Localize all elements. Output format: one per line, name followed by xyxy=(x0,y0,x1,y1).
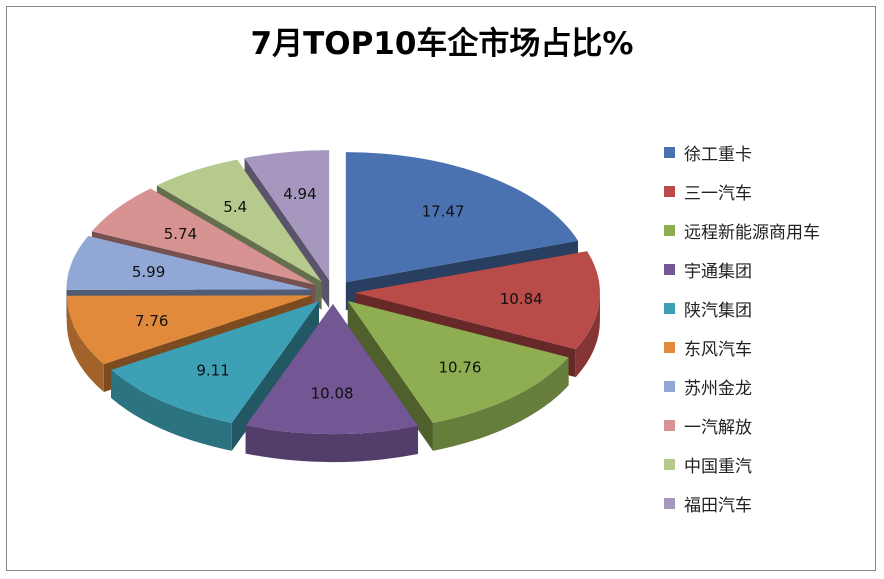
legend-swatch xyxy=(664,186,675,197)
slice-top-0 xyxy=(345,152,579,283)
pie-slice-3 xyxy=(245,304,419,463)
legend-swatch xyxy=(664,264,675,275)
chart-legend: 徐工重卡三一汽车远程新能源商用车 宇通集团陕汽集团东风汽车苏州金龙一汽解放中国重汽… xyxy=(664,133,874,523)
slice-outer-wall-5-0 xyxy=(66,295,104,393)
legend-item-0: 徐工重卡 xyxy=(664,133,874,172)
legend-label: 福田汽车 xyxy=(684,496,752,516)
legend-item-3: 宇通集团 xyxy=(664,250,874,289)
legend-label: 徐工重卡 xyxy=(684,145,752,165)
pie-slice-2 xyxy=(347,300,569,451)
data-label-4: 9.11 xyxy=(196,362,229,380)
legend-label: 三一汽车 xyxy=(684,184,752,204)
legend-item-5: 东风汽车 xyxy=(664,328,874,367)
legend-swatch xyxy=(664,147,675,158)
data-label-8: 5.4 xyxy=(223,198,247,216)
legend-item-7: 一汽解放 xyxy=(664,406,874,445)
slice-top-3 xyxy=(245,304,419,435)
data-label-7: 5.74 xyxy=(164,225,197,243)
legend-item-8: 中国重汽 xyxy=(664,445,874,484)
legend-swatch xyxy=(664,342,675,353)
slice-top-5 xyxy=(66,295,312,365)
slice-top-7 xyxy=(91,188,316,285)
pie-slice-4 xyxy=(111,301,320,451)
slice-outer-wall-3-0 xyxy=(245,425,419,463)
slice-top-8 xyxy=(156,159,322,282)
data-label-6: 5.99 xyxy=(132,263,165,281)
legend-item-6: 苏州金龙 xyxy=(664,367,874,406)
legend-label: 一汽解放 xyxy=(684,418,752,438)
slice-side-wall-2-1 xyxy=(347,300,433,451)
slice-side-wall-4-0 xyxy=(231,301,320,451)
legend-swatch xyxy=(664,381,675,392)
legend-label: 陕汽集团 xyxy=(684,301,752,321)
legend-item-9: 福田汽车 xyxy=(664,484,874,523)
legend-label: 苏州金龙 xyxy=(684,379,752,399)
legend-swatch xyxy=(664,303,675,314)
slice-outer-wall-1-0 xyxy=(575,292,600,378)
slice-top-6 xyxy=(66,236,312,290)
data-label-0: 17.47 xyxy=(422,202,465,220)
legend-swatch xyxy=(664,459,675,470)
legend-swatch xyxy=(664,498,675,509)
legend-swatch xyxy=(664,225,675,236)
legend-label: 宇通集团 xyxy=(684,262,752,282)
legend-item-4: 陕汽集团 xyxy=(664,289,874,328)
legend-label: 东风汽车 xyxy=(684,340,752,360)
legend-label: 中国重汽 xyxy=(684,457,752,477)
slice-outer-wall-2-0 xyxy=(432,357,569,451)
data-label-9: 4.94 xyxy=(283,185,316,203)
data-label-1: 10.84 xyxy=(500,290,543,308)
slice-top-2 xyxy=(347,300,569,423)
chart-title: 7月TOP10车企市场占比% xyxy=(250,26,634,62)
slice-top-9 xyxy=(244,150,330,281)
slice-top-1 xyxy=(354,251,600,350)
data-label-2: 10.76 xyxy=(438,358,481,376)
slice-outer-wall-4-0 xyxy=(111,370,232,451)
legend-label: 远程新能源商用车 xyxy=(684,223,820,243)
data-label-3: 10.08 xyxy=(311,384,354,402)
legend-item-2: 远程新能源商用车 xyxy=(664,211,874,250)
slice-top-4 xyxy=(111,301,320,423)
data-label-5: 7.76 xyxy=(135,312,168,330)
legend-item-1: 三一汽车 xyxy=(664,172,874,211)
legend-swatch xyxy=(664,420,675,431)
